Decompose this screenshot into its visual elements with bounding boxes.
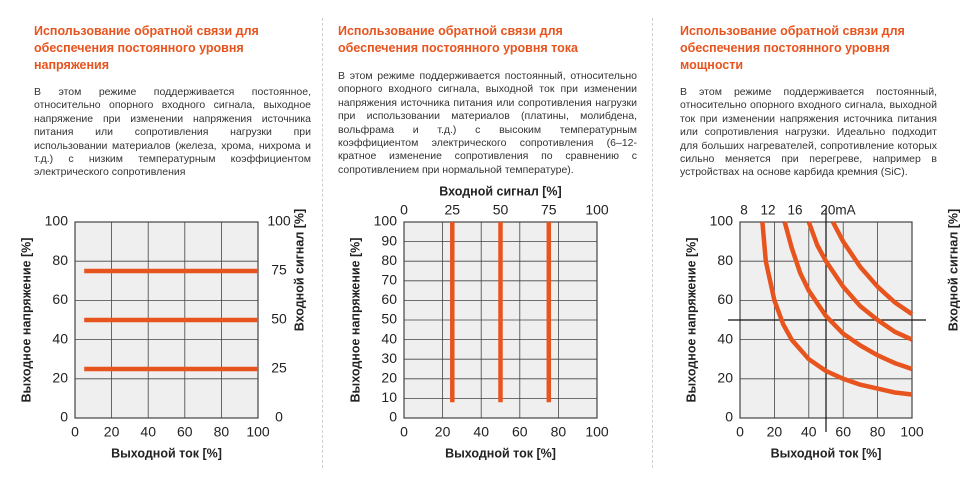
chart-3-ylabel: Выходное напряжение [%]	[684, 238, 698, 403]
chart-1-xtick-label-3: 60	[177, 424, 193, 440]
chart-1	[74, 221, 259, 419]
chart-1-ytick-label-1: 20	[52, 370, 68, 386]
chart-2-xtick-label-1: 20	[435, 424, 451, 440]
chart-3-curve-label-2: 16	[787, 203, 802, 218]
chart-3-ytick-label-0: 0	[725, 409, 733, 425]
chart-3-series-1	[760, 221, 913, 397]
chart-1-xtick-label-5: 100	[246, 424, 270, 440]
panel-3-description: В этом режиме поддерживается постоянный,…	[680, 86, 937, 179]
panel-2-description: В этом режиме поддерживается постоянный,…	[338, 70, 637, 176]
chart-2-xtick-label-5: 100	[585, 424, 609, 440]
chart-3-curve-label-0: 8	[740, 203, 748, 218]
panel-1-description: В этом режиме поддерживается постоянное,…	[34, 86, 311, 179]
chart-1-xtick-label-2: 40	[140, 424, 156, 440]
chart-3-series-4	[830, 220, 914, 316]
panel-3-title-line-3: мощности	[680, 58, 744, 72]
chart-3	[728, 208, 926, 432]
chart-1-ytick-label-5: 100	[45, 213, 69, 229]
panel-1-title: Использование обратной связи для обеспеч…	[34, 23, 314, 74]
chart-3-ytick-label-4: 80	[717, 252, 733, 268]
chart-1-y2tick-label-0: 0	[275, 409, 283, 425]
panel-divider-1	[322, 18, 323, 468]
chart-3-xtick-label-4: 80	[870, 424, 886, 440]
chart-1-ytick-label-3: 60	[52, 291, 68, 307]
chart-2	[403, 221, 598, 419]
panel-3-title-line-2: обеспечения постоянного уровня	[680, 41, 890, 55]
chart-3-ytick-label-1: 20	[717, 370, 733, 386]
chart-2-ytick-label-5: 50	[381, 311, 397, 327]
chart-2-xtick-label-4: 80	[551, 424, 567, 440]
chart-2-ytick-label-9: 90	[381, 232, 397, 248]
chart-2-ytick-label-0: 0	[389, 409, 397, 425]
panel-2-title: Использование обратной связи для обеспеч…	[338, 23, 638, 57]
chart-2-xtick-label-0: 0	[400, 424, 408, 440]
chart-3-xtick-label-1: 20	[767, 424, 783, 440]
panel-2-title-line-1: Использование обратной связи для	[338, 24, 563, 38]
chart-2-ytick-label-3: 30	[381, 350, 397, 366]
chart-3-y2label: Входной сигнал [%]	[946, 209, 960, 331]
panel-3-title: Использование обратной связи для обеспеч…	[680, 23, 960, 74]
chart-2-ytick-label-8: 80	[381, 252, 397, 268]
chart-1-ytick-label-4: 80	[52, 252, 68, 268]
chart-3-xtick-label-0: 0	[736, 424, 744, 440]
panel-3-title-line-1: Использование обратной связи для	[680, 24, 905, 38]
chart-1-y2tick-label-3: 75	[271, 262, 287, 278]
panel-divider-2	[652, 18, 653, 468]
chart-3-xtick-label-3: 60	[835, 424, 851, 440]
chart-3-xtick-label-2: 40	[801, 424, 817, 440]
chart-3-ytick-label-5: 100	[710, 213, 734, 229]
chart-2-ytick-label-1: 10	[381, 389, 397, 405]
chart-2-ytick-label-10: 100	[374, 213, 398, 229]
chart-1-xtick-label-0: 0	[71, 424, 79, 440]
chart-2-xtick-label-3: 60	[512, 424, 528, 440]
chart-2-x2tick-label-2: 50	[493, 202, 509, 218]
chart-3-ytick-label-2: 40	[717, 330, 733, 346]
chart-1-y2tick-label-4: 100	[267, 213, 291, 229]
chart-2-x2tick-label-3: 75	[541, 202, 557, 218]
chart-2-ylabel: Выходное напряжение [%]	[348, 238, 362, 403]
chart-2-x2label: Входной сигнал [%]	[439, 184, 561, 198]
chart-1-xtick-label-1: 20	[104, 424, 120, 440]
chart-2-ytick-label-6: 60	[381, 291, 397, 307]
chart-1-xlabel: Выходной ток [%]	[111, 446, 222, 460]
chart-2-x2tick-label-0: 0	[400, 202, 408, 218]
panel-1-title-line-1: Использование обратной связи для	[34, 24, 259, 38]
panel-2-title-line-2: обеспечения постоянного уровня тока	[338, 41, 578, 55]
chart-1-xtick-label-4: 80	[214, 424, 230, 440]
chart-3-xlabel: Выходной ток [%]	[771, 446, 882, 460]
chart-3-xtick-label-5: 100	[900, 424, 924, 440]
chart-3-series-2	[782, 221, 913, 372]
panel-1-title-line-3: напряжения	[34, 58, 109, 72]
chart-2-ytick-label-7: 70	[381, 272, 397, 288]
chart-1-ytick-label-2: 40	[52, 330, 68, 346]
chart-3-ytick-label-3: 60	[717, 291, 733, 307]
chart-1-y2tick-label-1: 25	[271, 360, 287, 376]
chart-3-curve-label-3: 20mA	[820, 203, 855, 218]
chart-1-ytick-label-0: 0	[60, 409, 68, 425]
chart-3-series-3	[806, 221, 913, 342]
chart-3-curve-label-1: 12	[760, 203, 775, 218]
chart-1-ylabel: Выходное напряжение [%]	[19, 238, 33, 403]
panel-1-title-line-2: обеспечения постоянного уровня	[34, 41, 244, 55]
chart-1-y2label: Входной сигнал [%]	[292, 209, 306, 331]
chart-2-ytick-label-2: 20	[381, 370, 397, 386]
chart-2-x2tick-label-1: 25	[444, 202, 460, 218]
chart-2-xlabel: Выходной ток [%]	[445, 446, 556, 460]
chart-1-y2tick-label-2: 50	[271, 311, 287, 327]
chart-2-xtick-label-2: 40	[473, 424, 489, 440]
chart-2-ytick-label-4: 40	[381, 330, 397, 346]
chart-2-x2tick-label-4: 100	[585, 202, 609, 218]
